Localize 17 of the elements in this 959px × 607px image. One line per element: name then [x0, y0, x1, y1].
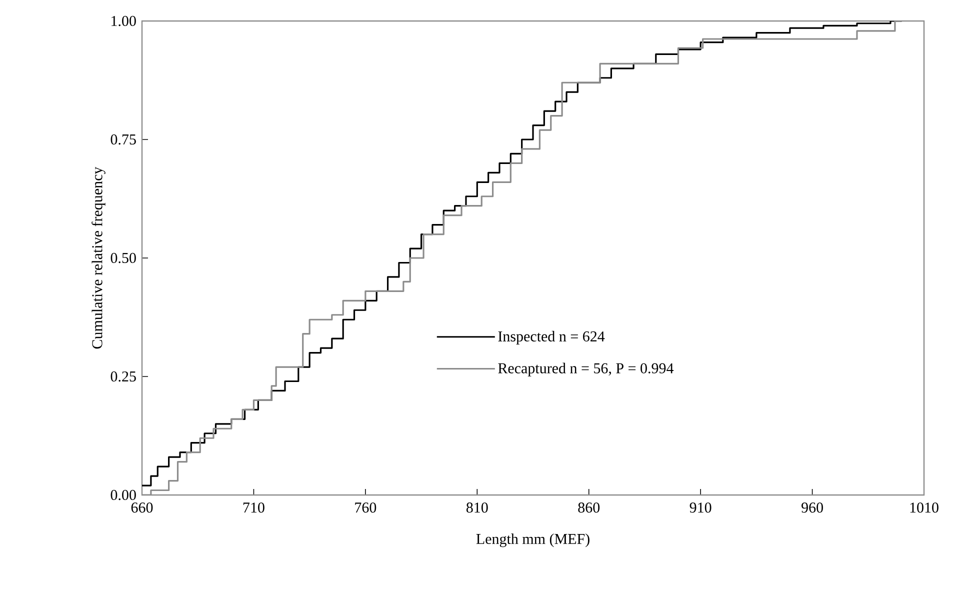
- legend-label: Recaptured n = 56, P = 0.994: [498, 362, 674, 376]
- legend-label: Inspected n = 624: [498, 330, 605, 345]
- x-tick-label: 1010: [910, 502, 938, 513]
- x-tick-label: 760: [355, 502, 376, 513]
- x-tick-label: 910: [690, 502, 712, 513]
- x-tick-label: 710: [243, 502, 264, 513]
- x-axis-title: Length mm (MEF): [476, 533, 590, 548]
- x-tick-label: 660: [131, 502, 153, 513]
- y-tick-label: 0.00: [110, 490, 136, 500]
- x-tick-label: 860: [578, 502, 600, 513]
- x-tick-label: 810: [466, 502, 488, 513]
- y-tick-label: 0.75: [110, 134, 136, 145]
- y-tick-label: 0.50: [110, 252, 136, 264]
- y-tick-label: 1.00: [112, 16, 136, 26]
- x-tick-label: 960: [802, 502, 823, 513]
- y-tick-label: 0.25: [110, 371, 136, 382]
- y-axis-title: Cumulative relative frequency: [92, 166, 106, 349]
